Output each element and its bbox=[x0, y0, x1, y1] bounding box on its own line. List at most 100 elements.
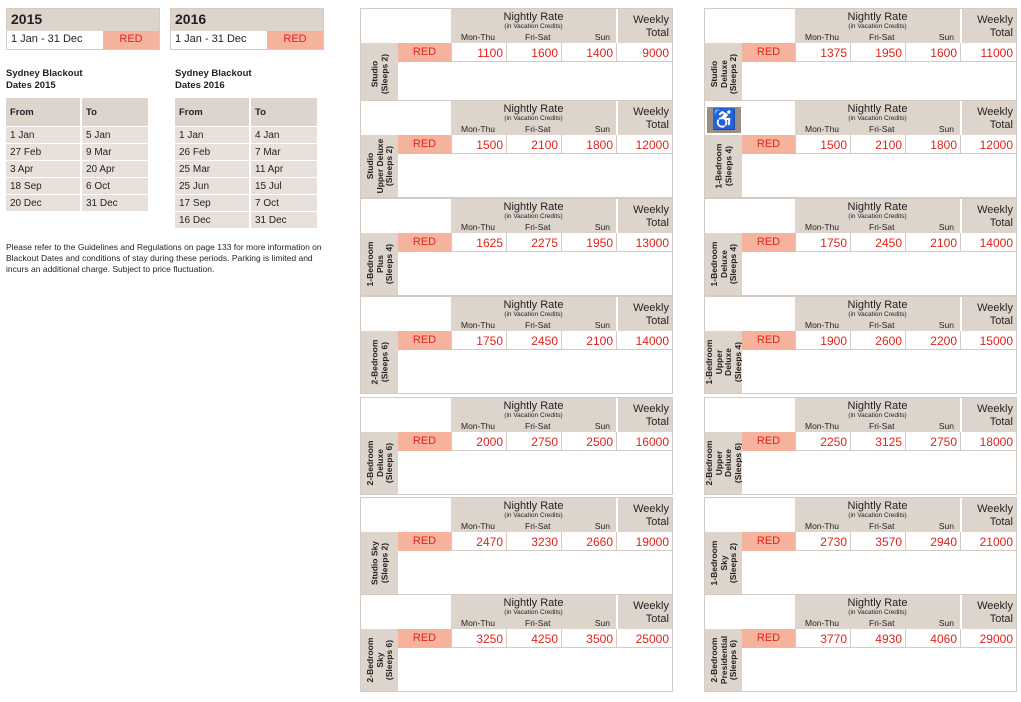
fri-sat-rate: 2750 bbox=[506, 432, 561, 451]
sidebar-top bbox=[705, 498, 742, 532]
header-spacer bbox=[398, 595, 451, 629]
rate-row: RED 2470 3230 2660 19000 bbox=[398, 532, 672, 551]
nightly-rate-label: Nightly Rate bbox=[503, 201, 564, 213]
blackout-note: Please refer to the Guidelines and Regul… bbox=[6, 242, 322, 274]
nightly-rate-header: Nightly Rate (in Vacation Credits) Mon-Thu… bbox=[795, 199, 960, 233]
room-type-cell: 1-Bedroom Upper Deluxe (Sleeps 4) bbox=[705, 331, 742, 393]
weekly-total-header: Weekly Total bbox=[616, 101, 672, 135]
header-spacer bbox=[742, 297, 795, 331]
blackout-from-date: 25 Jun bbox=[175, 178, 249, 194]
nightly-rate-label: Nightly Rate bbox=[503, 400, 564, 412]
mon-thu-rate: 2470 bbox=[451, 532, 506, 551]
mon-thu-rate: 2000 bbox=[451, 432, 506, 451]
weekly-total-header: Weekly Total bbox=[616, 199, 672, 233]
nightly-rate-label: Nightly Rate bbox=[847, 103, 908, 115]
mon-thu-header: Mon-Thu bbox=[461, 320, 496, 330]
blackout-row: 17 Sep 7 Oct bbox=[175, 195, 317, 211]
weekly-total: 18000 bbox=[960, 432, 1016, 451]
sun-rate: 2100 bbox=[561, 331, 616, 350]
fri-sat-header: Fri-Sat bbox=[869, 320, 895, 330]
to-header: To bbox=[251, 98, 317, 126]
mon-thu-header: Mon-Thu bbox=[461, 618, 496, 628]
weekly-total-header: Weekly Total bbox=[616, 595, 672, 629]
weekly-total: 29000 bbox=[960, 629, 1016, 648]
sun-rate: 3500 bbox=[561, 629, 616, 648]
season-badge: RED bbox=[742, 532, 795, 551]
sun-header: Sun bbox=[938, 521, 954, 531]
room-type-cell: 2-Bedroom Deluxe (Sleeps 6) bbox=[361, 432, 398, 494]
vacation-credits-label: (in Vacation Credits) bbox=[848, 512, 907, 519]
mon-thu-rate: 1500 bbox=[795, 135, 850, 154]
room-rate-table: 2-Bedroom Sky (Sleeps 6) Nightly Rate (in … bbox=[360, 594, 673, 692]
blackout-row: 3 Apr 20 Apr bbox=[6, 161, 148, 177]
nightly-rate-header: Nightly Rate (in Vacation Credits) Mon-Thu… bbox=[795, 398, 960, 432]
rate-row: RED 2000 2750 2500 16000 bbox=[398, 432, 672, 451]
room-rate-table: 1-Bedroom Sky (Sleeps 2) Nightly Rate (in … bbox=[704, 497, 1017, 595]
sidebar-top: ♿ bbox=[705, 101, 742, 135]
weekly-total-header: Weekly Total bbox=[960, 595, 1016, 629]
fri-sat-header: Fri-Sat bbox=[525, 521, 551, 531]
mon-thu-rate: 1750 bbox=[795, 233, 850, 252]
season-badge: RED bbox=[398, 43, 451, 62]
mon-thu-header: Mon-Thu bbox=[805, 124, 840, 134]
sidebar-top bbox=[361, 498, 398, 532]
fri-sat-header: Fri-Sat bbox=[525, 32, 551, 42]
blackout-from-date: 16 Dec bbox=[175, 212, 249, 228]
room-type-cell: 2-Bedroom Upper Deluxe (Sleeps 6) bbox=[705, 432, 742, 494]
room-type-cell: 2-Bedroom (Sleeps 6) bbox=[361, 331, 398, 393]
year-range: 1 Jan - 31 Dec bbox=[171, 31, 267, 49]
weekly-total: 15000 bbox=[960, 331, 1016, 350]
room-sidebar: ♿ 1-Bedroom (Sleeps 4) bbox=[705, 101, 742, 197]
sun-header: Sun bbox=[594, 32, 610, 42]
fri-sat-rate: 2275 bbox=[506, 233, 561, 252]
rate-row: RED 1500 2100 1800 12000 bbox=[398, 135, 672, 154]
room-rate-table: Studio (Sleeps 2) Nightly Rate (in Vacatio… bbox=[360, 8, 673, 106]
weekly-total-header: Weekly Total bbox=[960, 398, 1016, 432]
season-badge: RED bbox=[742, 135, 795, 154]
room-rate-table: 1-Bedroom Upper Deluxe (Sleeps 4) Nightly… bbox=[704, 296, 1017, 394]
fri-sat-header: Fri-Sat bbox=[869, 521, 895, 531]
blackout-to-date: 20 Apr bbox=[82, 161, 148, 177]
weekly-total-header: Weekly Total bbox=[960, 9, 1016, 43]
sun-header: Sun bbox=[938, 421, 954, 431]
blackout-to-date: 6 Oct bbox=[82, 178, 148, 194]
weekly-total: 19000 bbox=[616, 532, 672, 551]
room-type-cell: Studio Upper Deluxe (Sleeps 2) bbox=[361, 135, 398, 197]
sidebar-top bbox=[705, 398, 742, 432]
blackout-row: 27 Feb 9 Mar bbox=[6, 144, 148, 160]
vacation-credits-label: (in Vacation Credits) bbox=[504, 213, 563, 220]
mon-thu-rate: 1625 bbox=[451, 233, 506, 252]
blackout-from-date: 18 Sep bbox=[6, 178, 80, 194]
room-rate-table: Studio Sky (Sleeps 2) Nightly Rate (in Vac… bbox=[360, 497, 673, 595]
weekly-total: 9000 bbox=[616, 43, 672, 62]
room-rate-table: 2-Bedroom Presidential (Sleeps 6) Nightly… bbox=[704, 594, 1017, 692]
sun-header: Sun bbox=[938, 618, 954, 628]
fri-sat-header: Fri-Sat bbox=[525, 124, 551, 134]
weekly-total: 14000 bbox=[960, 233, 1016, 252]
blackout-to-date: 31 Dec bbox=[251, 212, 317, 228]
fri-sat-rate: 4930 bbox=[850, 629, 905, 648]
mon-thu-header: Mon-Thu bbox=[461, 32, 496, 42]
blackout-row: 16 Dec 31 Dec bbox=[175, 212, 317, 228]
sun-rate: 2660 bbox=[561, 532, 616, 551]
mon-thu-rate: 1750 bbox=[451, 331, 506, 350]
fri-sat-rate: 2100 bbox=[506, 135, 561, 154]
sun-rate: 1400 bbox=[561, 43, 616, 62]
rate-row: RED 3250 4250 3500 25000 bbox=[398, 629, 672, 648]
fri-sat-header: Fri-Sat bbox=[525, 222, 551, 232]
sun-rate: 4060 bbox=[905, 629, 960, 648]
rate-row: RED 2730 3570 2940 21000 bbox=[742, 532, 1016, 551]
blackout-to-date: 9 Mar bbox=[82, 144, 148, 160]
weekly-total-header: Weekly Total bbox=[616, 398, 672, 432]
room-sidebar: 2-Bedroom Deluxe (Sleeps 6) bbox=[361, 398, 398, 494]
header-spacer bbox=[742, 398, 795, 432]
weekly-total: 16000 bbox=[616, 432, 672, 451]
vacation-credits-label: (in Vacation Credits) bbox=[504, 412, 563, 419]
weekly-total: 12000 bbox=[960, 135, 1016, 154]
blackout-row: 18 Sep 6 Oct bbox=[6, 178, 148, 194]
fri-sat-rate: 1950 bbox=[850, 43, 905, 62]
mon-thu-rate: 3250 bbox=[451, 629, 506, 648]
rate-row: RED 1100 1600 1400 9000 bbox=[398, 43, 672, 62]
mon-thu-rate: 1100 bbox=[451, 43, 506, 62]
blackout-to-date: 4 Jan bbox=[251, 127, 317, 143]
